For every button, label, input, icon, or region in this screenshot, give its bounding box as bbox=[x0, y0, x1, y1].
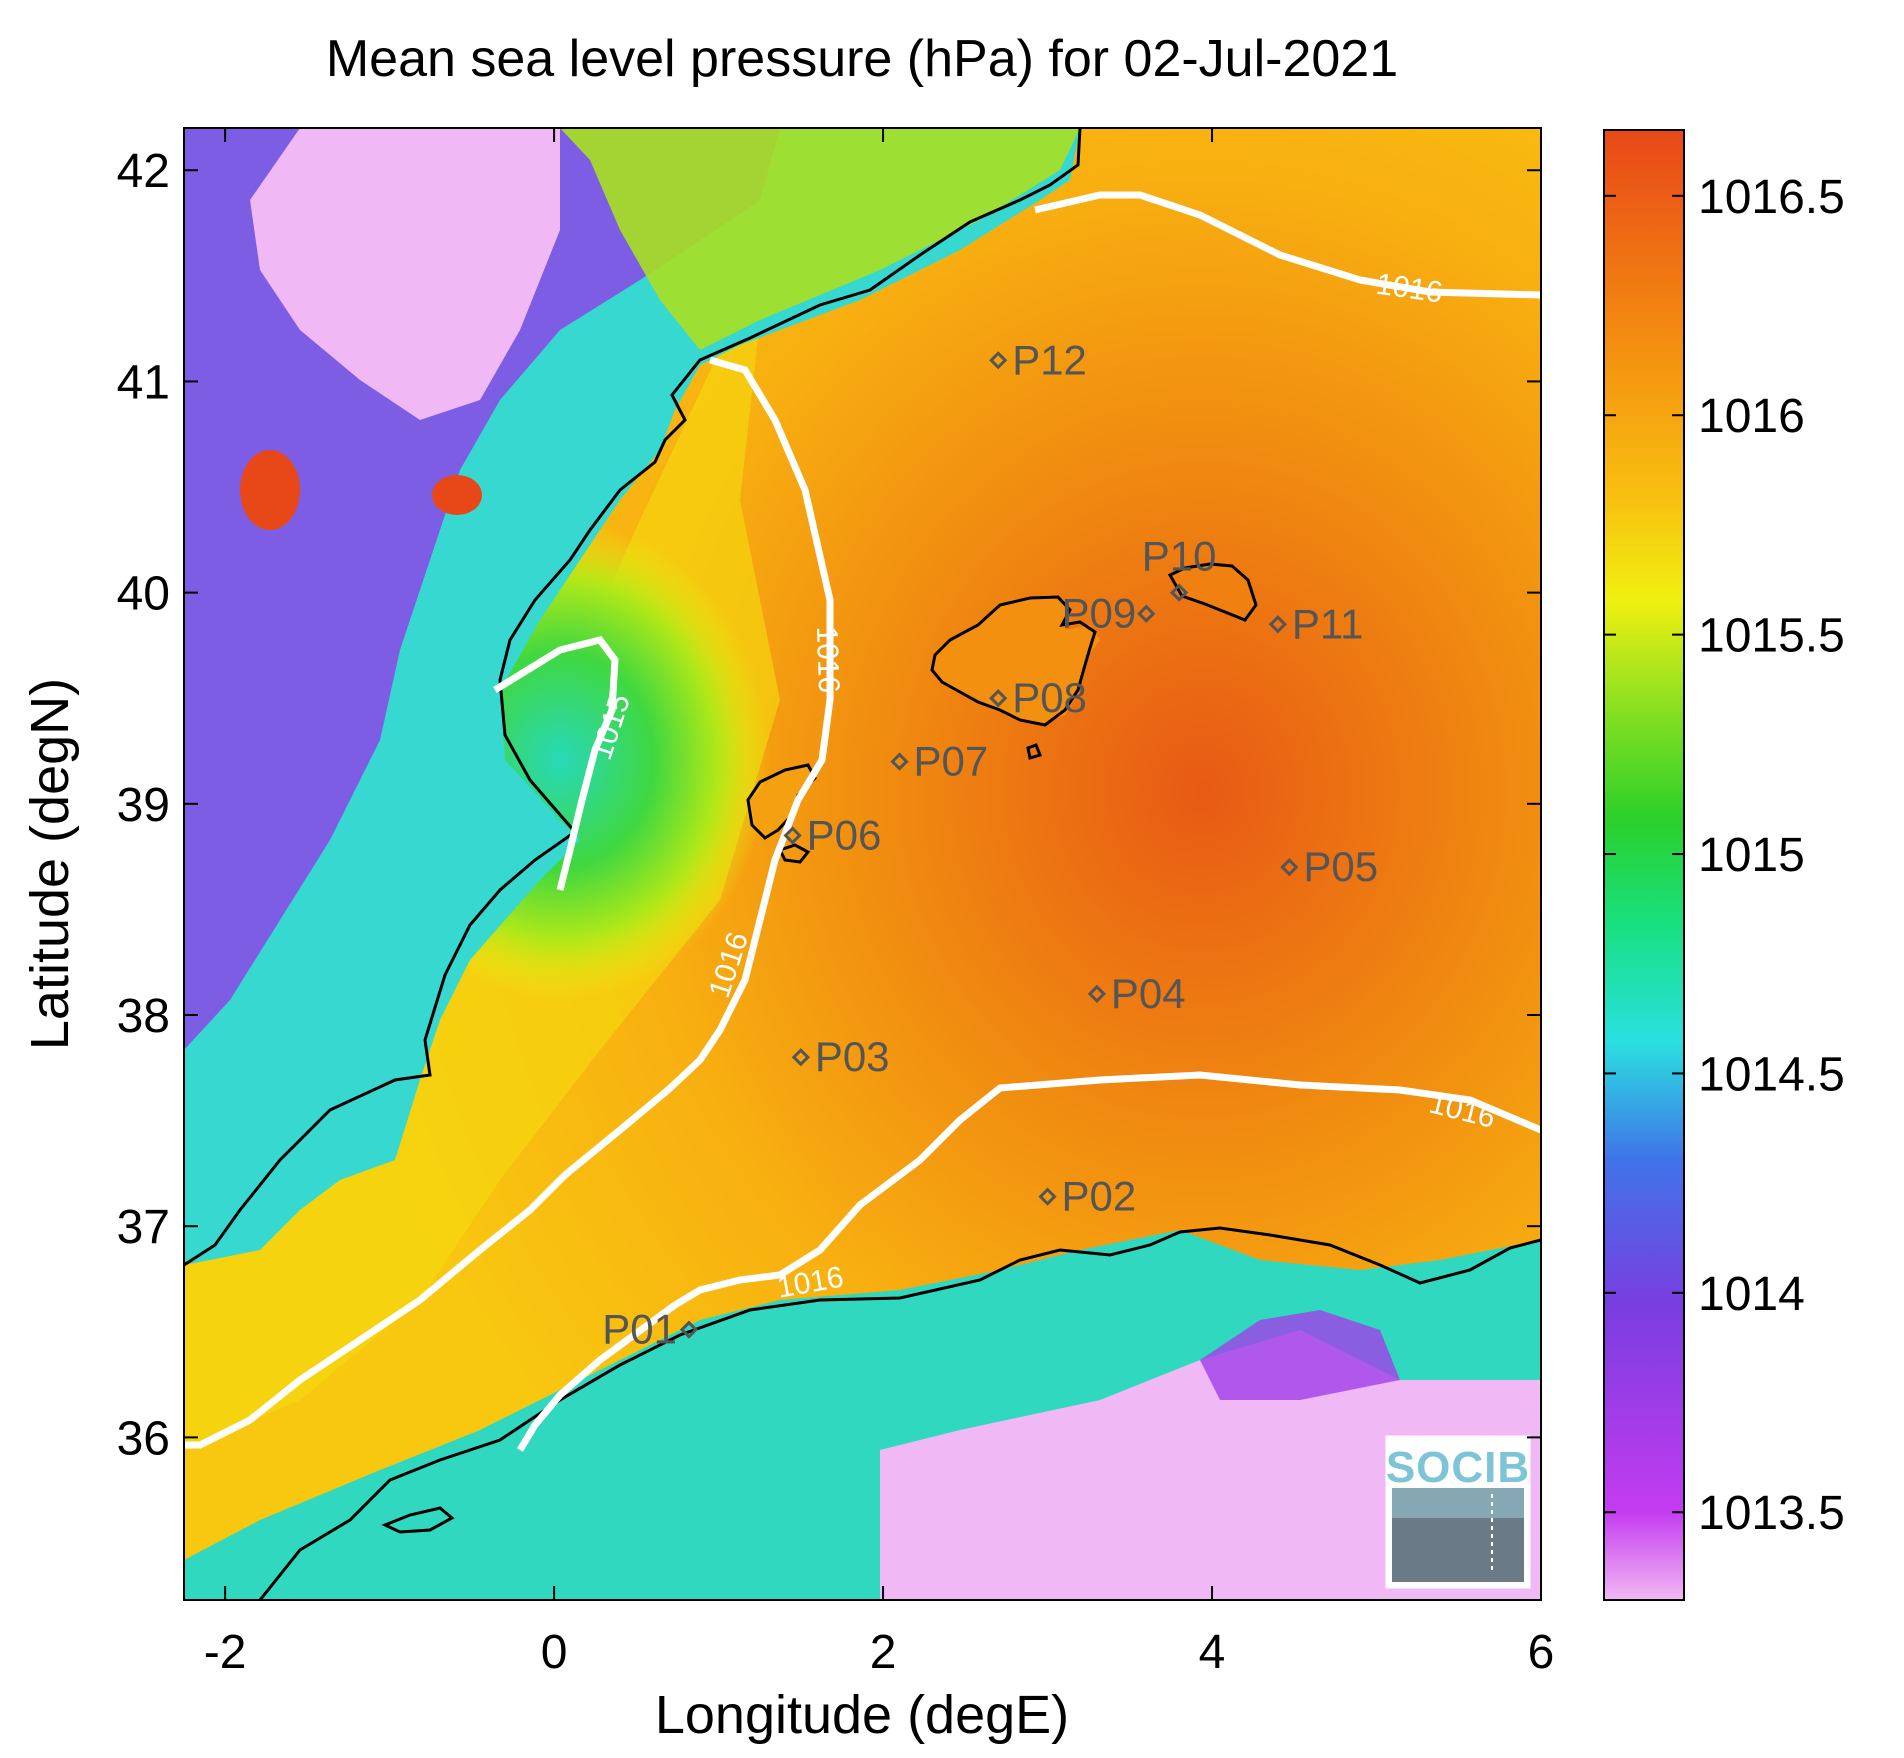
colorbar-ticks: 1013.5 1014 1014.5 1015 1015.5 1016 1016.5 bbox=[1604, 171, 1845, 1540]
station-p03: P03 bbox=[791, 1033, 890, 1080]
station-marker bbox=[1268, 615, 1287, 634]
socib-logo: SOCIB bbox=[1385, 1435, 1531, 1589]
station-p11: P11 bbox=[1268, 600, 1364, 647]
x-tick-label: 2 bbox=[870, 1626, 897, 1679]
colorbar-tick-label: 1016.5 bbox=[1698, 171, 1845, 224]
contour-label-1016-west: 1016 bbox=[810, 626, 845, 694]
formentera-coast bbox=[777, 843, 811, 864]
y-tick-label: 42 bbox=[117, 145, 170, 198]
y-tick-label: 41 bbox=[117, 356, 170, 409]
alboran-island bbox=[381, 1506, 455, 1534]
x-tick-label: 0 bbox=[541, 1626, 568, 1679]
station-p06: P06 bbox=[783, 811, 882, 858]
iberia-min bbox=[250, 128, 560, 420]
cabrera-coast bbox=[1026, 743, 1043, 760]
menorca-land bbox=[1170, 565, 1255, 620]
station-marker bbox=[890, 752, 909, 771]
colorbar-tick-label: 1015.5 bbox=[1698, 610, 1845, 663]
station-label: P08 bbox=[1012, 674, 1087, 721]
x-axis: -2 0 2 4 6 bbox=[204, 128, 1555, 1679]
isobar-1015 bbox=[493, 636, 619, 891]
colorbar-tick-label: 1014 bbox=[1698, 1268, 1805, 1321]
station-marker bbox=[1137, 604, 1156, 623]
coastlines bbox=[184, 128, 1541, 1600]
station-label: P06 bbox=[807, 811, 882, 858]
y-tick-label: 36 bbox=[117, 1412, 170, 1465]
x-tick-label: -2 bbox=[204, 1626, 247, 1679]
colorbar-ramp bbox=[1603, 129, 1685, 1601]
isobars bbox=[184, 191, 1541, 1452]
station-p04: P04 bbox=[1087, 970, 1186, 1017]
station-marker bbox=[791, 1048, 810, 1067]
plot-area bbox=[184, 128, 1541, 1600]
station-marker bbox=[1038, 1187, 1057, 1206]
y-tick-label: 37 bbox=[117, 1201, 170, 1254]
iberian-coastline bbox=[184, 128, 1082, 1267]
station-p02: P02 bbox=[1038, 1173, 1137, 1220]
station-marker bbox=[783, 826, 802, 845]
colorbar: 1013.5 1014 1014.5 1015 1015.5 1016 1016.5 bbox=[1603, 129, 1845, 1601]
map-title: Mean sea level pressure (hPa) for 02-Jul… bbox=[326, 30, 1398, 88]
station-p05: P05 bbox=[1280, 843, 1378, 890]
land-high-1 bbox=[240, 450, 300, 530]
y-tick-label: 38 bbox=[117, 990, 170, 1043]
ibiza-land bbox=[750, 765, 815, 840]
x-tick-label: 6 bbox=[1528, 1626, 1555, 1679]
station-label: P12 bbox=[1012, 336, 1087, 383]
station-marker bbox=[679, 1320, 699, 1339]
isobar-1016-west bbox=[184, 356, 834, 1449]
station-label: P01 bbox=[602, 1306, 677, 1353]
station-label: P04 bbox=[1111, 970, 1186, 1017]
x-tick-label: 4 bbox=[1199, 1626, 1226, 1679]
station-p12: P12 bbox=[989, 336, 1087, 383]
station-label: P07 bbox=[914, 738, 989, 785]
station-marker bbox=[1170, 583, 1189, 602]
isobar-1016-coast-africa bbox=[516, 1302, 678, 1452]
colorbar-tick-label: 1016 bbox=[1698, 390, 1805, 443]
y-tick-label: 39 bbox=[117, 779, 170, 832]
station-label: P05 bbox=[1303, 843, 1378, 890]
plot-frame bbox=[183, 127, 1542, 1601]
africa-min bbox=[880, 1330, 1541, 1600]
africa-low bbox=[1200, 1310, 1400, 1400]
colorbar-tick-label: 1014.5 bbox=[1698, 1048, 1845, 1101]
y-axis: 36 37 38 39 40 41 42 bbox=[117, 145, 1541, 1465]
colorbar-tick-label: 1013.5 bbox=[1698, 1487, 1845, 1540]
mallorca-coast bbox=[930, 595, 1097, 727]
catalonia-land bbox=[560, 128, 1080, 350]
station-label: P03 bbox=[815, 1033, 890, 1080]
station-label: P09 bbox=[1062, 590, 1137, 637]
colorbar-tick-label: 1015 bbox=[1698, 829, 1805, 882]
station-p08: P08 bbox=[989, 674, 1087, 721]
land-high-2 bbox=[432, 475, 482, 515]
station-p10: P10 bbox=[1142, 533, 1217, 602]
station-marker bbox=[1087, 984, 1107, 1004]
isobar-1016-north bbox=[1034, 191, 1541, 299]
station-marker bbox=[1280, 858, 1299, 877]
socib-logo-text: SOCIB bbox=[1386, 1443, 1530, 1492]
station-p01: P01 bbox=[602, 1306, 699, 1353]
station-p09: P09 bbox=[1062, 590, 1156, 637]
y-axis-label: Latitude (degN) bbox=[20, 678, 80, 1050]
isobar-1016-south bbox=[673, 1071, 1541, 1309]
station-marker bbox=[989, 689, 1008, 708]
station-label: P10 bbox=[1142, 533, 1217, 580]
iberia-low-interior bbox=[184, 128, 780, 1050]
y-tick-label: 40 bbox=[117, 568, 170, 621]
station-label: P11 bbox=[1292, 600, 1364, 647]
station-marker bbox=[989, 351, 1008, 370]
african-coastline bbox=[258, 1226, 1541, 1600]
station-p07: P07 bbox=[890, 738, 989, 785]
station-label: P02 bbox=[1062, 1173, 1137, 1220]
x-axis-label: Longitude (degE) bbox=[655, 1685, 1069, 1745]
menorca-coast bbox=[1167, 562, 1258, 622]
